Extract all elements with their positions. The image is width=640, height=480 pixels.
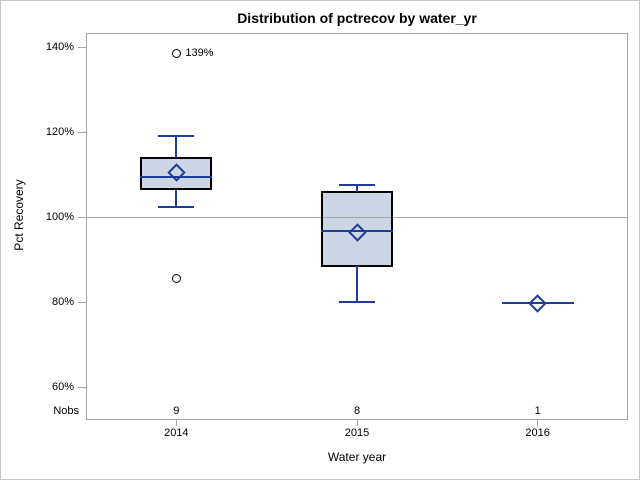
mean-diamond-marker [528, 293, 547, 313]
x-tick-label: 2016 [525, 427, 550, 439]
whisker-cap-upper [339, 184, 375, 187]
y-tick-mark [78, 386, 86, 388]
reference-line-100pct [86, 216, 628, 218]
outlier-circle-marker [171, 274, 181, 284]
y-axis-title: Pct Recovery [12, 179, 26, 251]
box-iqr-border [321, 190, 393, 268]
x-tick-mark [356, 420, 358, 426]
box-iqr-fill [140, 157, 213, 190]
outlier-value-label: 139% [185, 47, 214, 60]
nobs-value: 8 [353, 405, 361, 417]
median-line [321, 230, 393, 233]
x-tick-label: 2014 [164, 427, 189, 439]
x-axis-title: Water year [327, 450, 387, 464]
y-tick-mark [78, 131, 86, 133]
y-tick-label: 140% [45, 41, 74, 54]
nobs-value: 1 [534, 405, 541, 417]
whisker-stem-lower [175, 189, 178, 207]
y-tick-mark [78, 46, 86, 48]
y-tick-label: 80% [51, 296, 74, 309]
whisker-stem-lower [356, 266, 358, 303]
outlier-circle-marker [171, 48, 181, 58]
whisker-stem-upper [356, 185, 358, 192]
y-tick-mark [78, 216, 86, 218]
box-iqr-fill [321, 191, 393, 267]
box-iqr-border [140, 156, 213, 191]
x-tick-mark [537, 420, 539, 426]
whisker-cap-lower [339, 301, 375, 304]
whisker-stem-upper [175, 136, 178, 158]
median-line [501, 302, 574, 305]
y-tick-mark [78, 301, 86, 303]
nobs-row-label: Nobs [53, 405, 79, 417]
whisker-cap-lower [158, 205, 195, 208]
nobs-value: 9 [173, 405, 180, 417]
y-tick-label: 60% [51, 381, 74, 394]
x-tick-mark [175, 420, 177, 426]
x-tick-label: 2015 [344, 427, 370, 439]
y-tick-label: 120% [45, 126, 74, 139]
chart-title: Distribution of pctrecov by water_yr [237, 10, 477, 26]
median-line [140, 175, 213, 178]
y-tick-label: 100% [45, 211, 74, 224]
whisker-cap-upper [158, 135, 195, 138]
